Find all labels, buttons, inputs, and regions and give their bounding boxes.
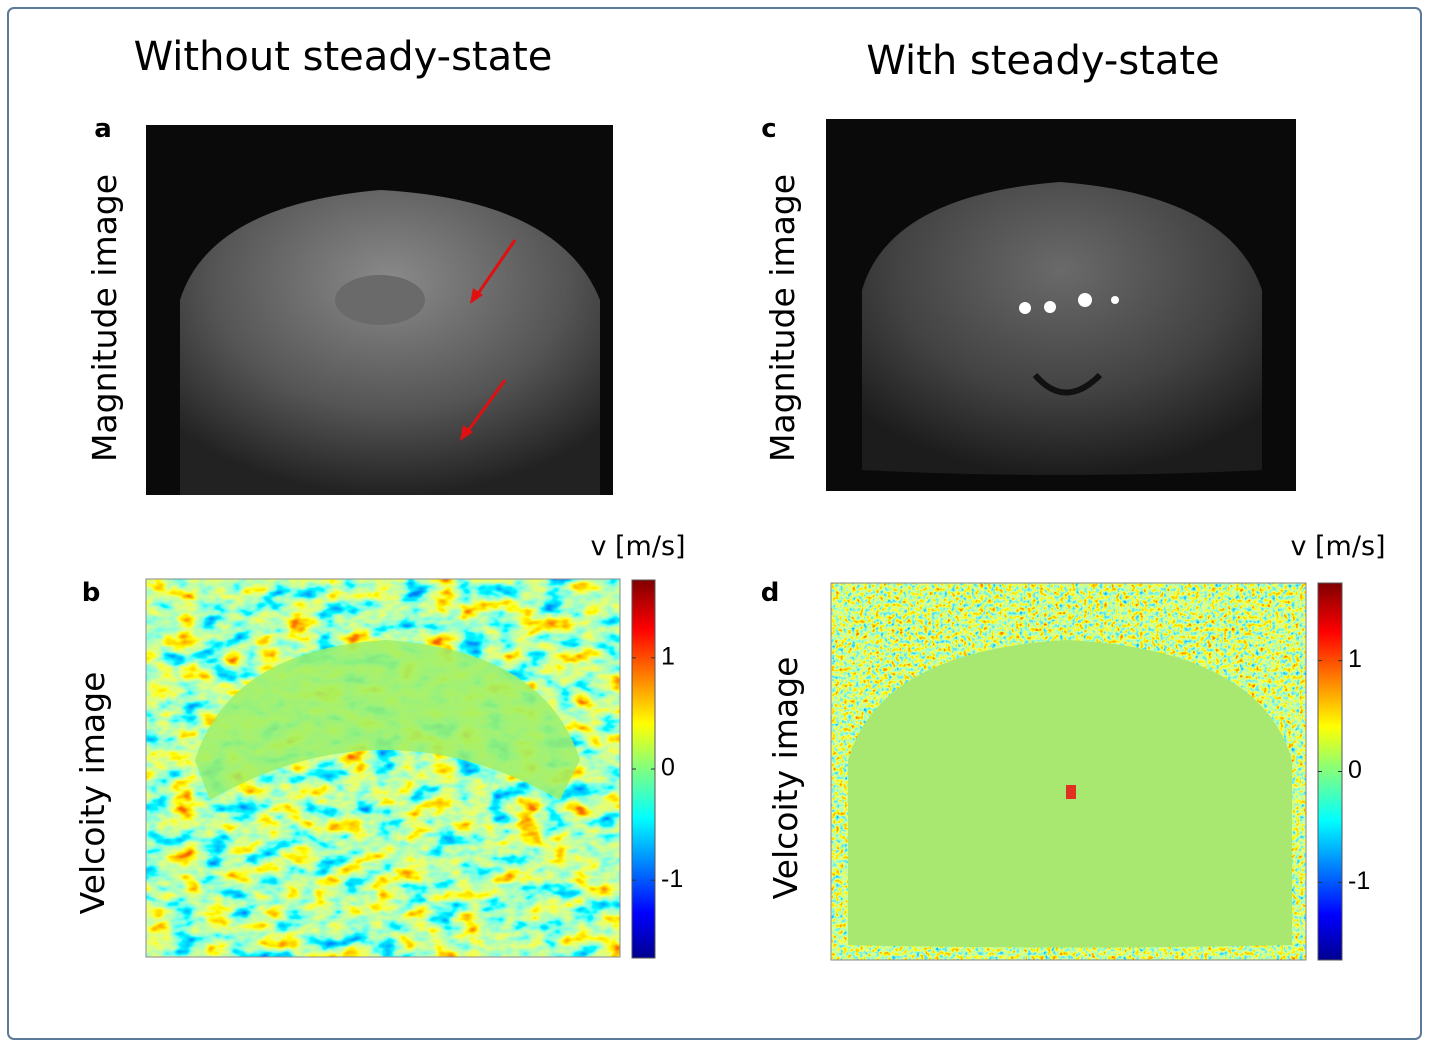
row-label: Magnitude image bbox=[763, 174, 802, 462]
velocity-spot bbox=[1066, 785, 1076, 799]
panel-label: d bbox=[761, 578, 780, 608]
panel-label: a bbox=[94, 114, 112, 144]
column-title: With steady-state bbox=[866, 38, 1219, 84]
velocity-field bbox=[848, 640, 1292, 960]
panel-label: b bbox=[82, 578, 101, 608]
panel-label: c bbox=[761, 114, 776, 144]
figure: Without steady-state With steady-state a… bbox=[0, 0, 1429, 1047]
anatomy bbox=[862, 182, 1262, 475]
tick-label: -1 bbox=[1348, 867, 1370, 895]
row-label: Velcoity image bbox=[766, 657, 805, 900]
tick-label: 1 bbox=[1348, 645, 1362, 673]
row-label: Magnitude image bbox=[85, 174, 124, 462]
colorbar-unit: v [m/s] bbox=[590, 531, 685, 562]
tick-label: 0 bbox=[1348, 756, 1362, 784]
row-label: Velcoity image bbox=[73, 672, 112, 915]
anatomy bbox=[180, 190, 600, 495]
anatomy bbox=[335, 275, 425, 325]
tick-label: 1 bbox=[661, 642, 675, 670]
column-title: Without steady-state bbox=[134, 34, 553, 80]
colorbar-unit: v [m/s] bbox=[1290, 531, 1385, 562]
tick-label: -1 bbox=[661, 865, 683, 893]
tick-label: 0 bbox=[661, 754, 675, 782]
